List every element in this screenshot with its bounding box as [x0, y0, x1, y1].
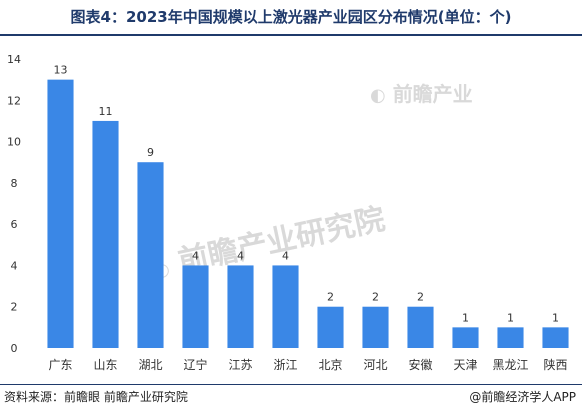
y-tick-label: 4	[11, 259, 18, 272]
bar-value-label: 2	[327, 291, 334, 304]
bar-山东	[92, 120, 119, 348]
x-tick-label: 安徽	[408, 357, 432, 372]
bar-value-label: 2	[372, 291, 379, 304]
x-tick-label: 山东	[93, 358, 117, 372]
bar-天津	[452, 327, 479, 348]
bar-value-label: 1	[507, 311, 514, 324]
bar-辽宁	[182, 265, 209, 348]
x-tick-label: 江苏	[228, 358, 252, 372]
x-tick-label: 浙江	[273, 358, 297, 372]
x-tick-label: 湖北	[138, 357, 162, 372]
y-axis: 0 2 4 6 8 10 12 14	[7, 53, 21, 355]
bar-value-label: 4	[237, 249, 244, 262]
bar-value-label: 2	[417, 291, 424, 304]
y-tick-label: 0	[11, 342, 18, 355]
source-note: 资料来源：前瞻眼 前瞻产业研究院	[4, 390, 188, 404]
bar-安徽	[407, 306, 434, 348]
bar-浙江	[272, 265, 299, 348]
bar-江苏	[227, 265, 254, 348]
chart-title: 图表4：2023年中国规模以上激光器产业园区分布情况(单位：个)	[70, 8, 512, 26]
x-tick-label: 天津	[453, 358, 477, 372]
x-axis: 广东 山东 湖北 辽宁 江苏 浙江 北京 河北 安徽 天津 黑龙江 陕西	[48, 357, 567, 372]
bar-湖北	[137, 162, 164, 348]
bar-陕西	[542, 327, 569, 348]
y-tick-label: 10	[7, 136, 21, 149]
bar-北京	[317, 306, 344, 348]
bar-value-label: 11	[99, 105, 113, 118]
bar-value-label: 4	[192, 249, 199, 262]
bar-河北	[362, 306, 389, 348]
bar-value-label: 1	[552, 311, 559, 324]
y-tick-label: 12	[7, 94, 21, 107]
bar-value-label: 9	[147, 146, 154, 159]
bar-value-label: 13	[54, 64, 68, 77]
x-tick-label: 河北	[363, 358, 387, 372]
y-tick-label: 8	[11, 177, 18, 190]
bar-广东	[47, 79, 74, 349]
x-tick-label: 广东	[48, 358, 72, 372]
bar-value-label: 1	[462, 311, 469, 324]
bar-黑龙江	[497, 327, 524, 348]
x-tick-label: 辽宁	[183, 357, 207, 372]
bar-value-label: 4	[282, 249, 289, 262]
x-tick-label: 北京	[318, 358, 342, 372]
brand-label: @前瞻经济学人APP	[469, 390, 576, 404]
y-tick-label: 2	[11, 301, 18, 314]
x-tick-label: 陕西	[543, 357, 567, 372]
footer-divider	[0, 384, 582, 385]
y-tick-label: 6	[11, 218, 18, 231]
x-tick-label: 黑龙江	[492, 358, 528, 372]
title-divider	[0, 34, 582, 36]
y-tick-label: 14	[7, 53, 21, 66]
